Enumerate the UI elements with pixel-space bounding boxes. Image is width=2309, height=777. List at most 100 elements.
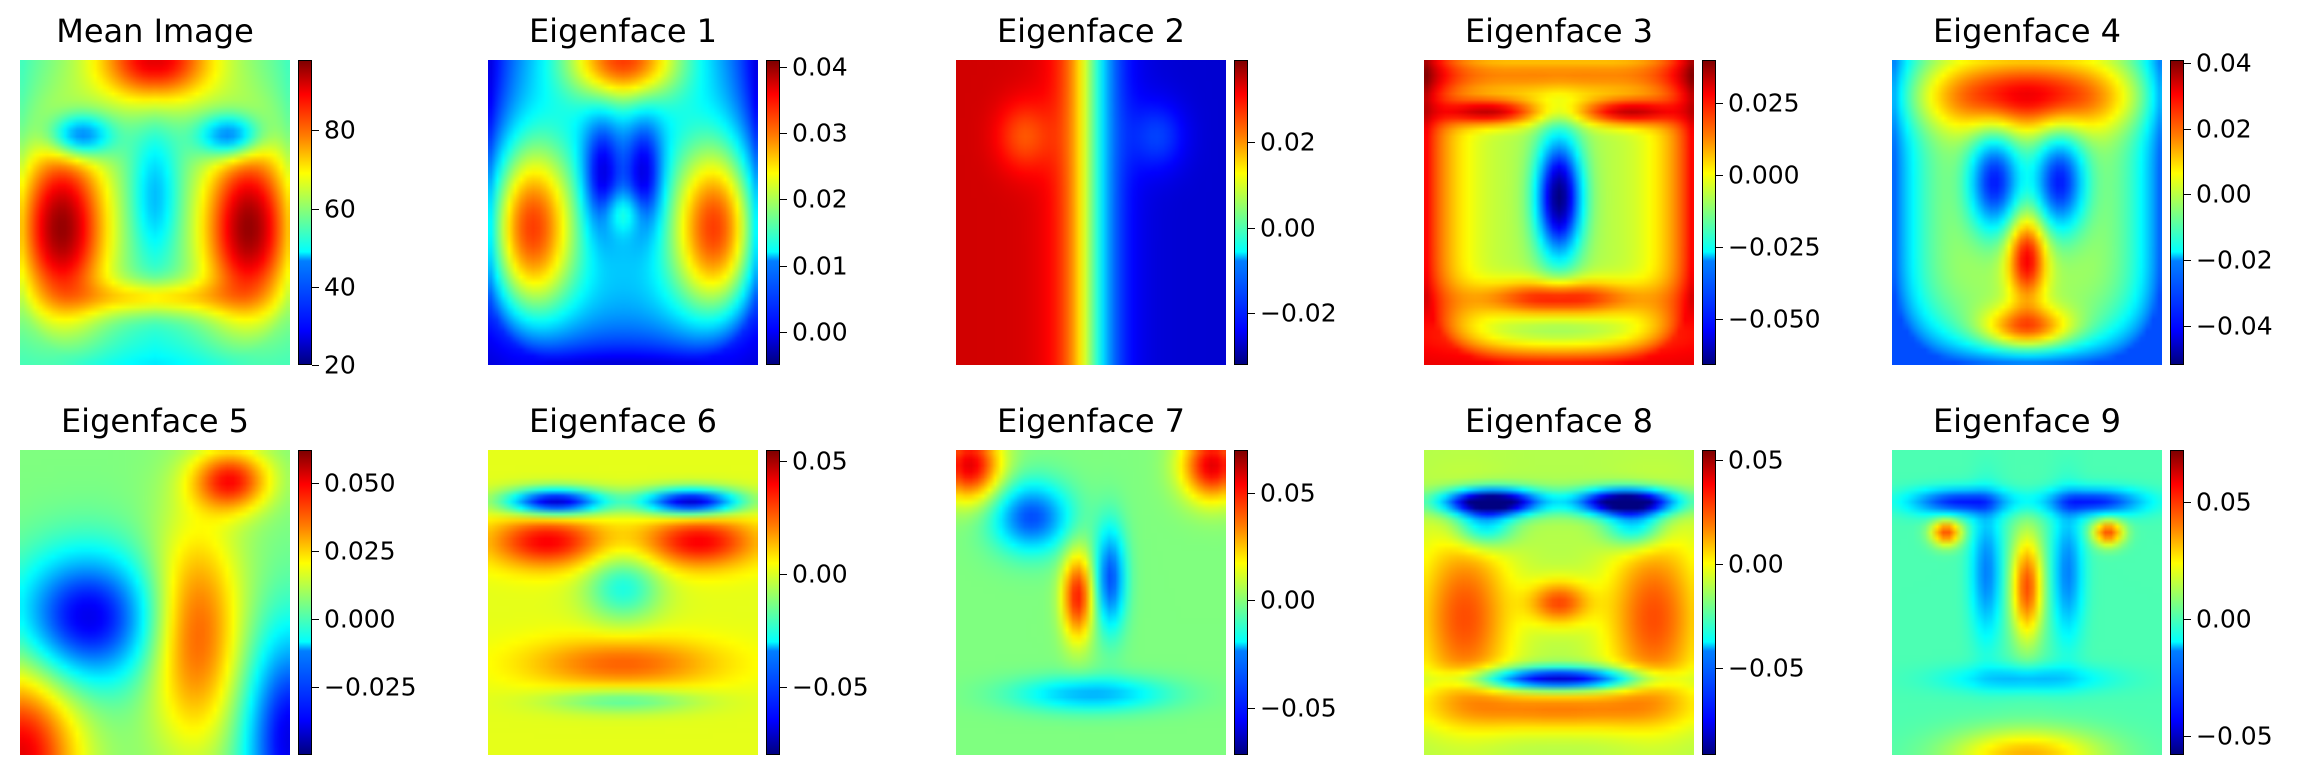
colorbar-tick-label: 0.00 (792, 317, 848, 347)
colorbar-tick-label: 0.00 (2196, 179, 2252, 209)
colorbar-tick (1716, 318, 1723, 320)
colorbar-tick-label: 0.02 (792, 184, 848, 214)
colorbar-tick (312, 130, 319, 132)
colorbar-tick (1716, 460, 1723, 462)
colorbar (2170, 60, 2184, 365)
panel-4: Eigenface 3 −0.050 −0.025 0.000 0.025 (1414, 0, 1834, 365)
colorbar (298, 450, 312, 755)
colorbar-tick-label: −0.050 (1728, 304, 1821, 334)
panel-8: Eigenface 7 −0.05 0.00 0.05 (946, 390, 1366, 755)
colorbar-tick (312, 686, 319, 688)
colorbar-tick (780, 331, 787, 333)
colorbar-tick-label: 0.02 (1260, 127, 1316, 157)
colorbar-tick (1716, 564, 1723, 566)
panel-10: Eigenface 9 −0.05 0.00 0.05 (1882, 390, 2302, 755)
colorbar-tick-label: 0.050 (324, 468, 396, 498)
panel-title: Eigenface 8 (1464, 402, 1654, 440)
colorbar-tick-label: −0.04 (2196, 311, 2273, 341)
colorbar-tick-label: −0.025 (1728, 232, 1821, 262)
colorbar-tick (2184, 736, 2191, 738)
colorbar-tick (2184, 194, 2191, 196)
panel-title: Eigenface 5 (60, 402, 250, 440)
colorbar-tick (2184, 618, 2191, 620)
colorbar-tick-label: 0.02 (2196, 114, 2252, 144)
colorbar-tick-label: −0.05 (1728, 653, 1805, 683)
colorbar-tick (780, 687, 787, 689)
colorbar-tick-label: 0.025 (324, 536, 396, 566)
face-heatmap (1892, 450, 2162, 755)
colorbar-tick (312, 365, 319, 366)
colorbar-tick (780, 66, 787, 68)
panel-2: Eigenface 1 0.00 0.01 0.02 0.03 0.04 (478, 0, 898, 365)
colorbar-tick (1716, 103, 1723, 105)
colorbar-tick (1248, 313, 1255, 315)
face-heatmap (1892, 60, 2162, 365)
colorbar-tick (2184, 128, 2191, 130)
face-heatmap (1424, 60, 1694, 365)
face-heatmap (488, 60, 758, 365)
colorbar-tick-label: 0.05 (2196, 487, 2252, 517)
face-heatmap (20, 450, 290, 755)
panel-title: Mean Image (56, 12, 254, 50)
panel-title: Eigenface 6 (528, 402, 718, 440)
panel-9: Eigenface 8 −0.05 0.00 0.05 (1414, 390, 1834, 755)
colorbar-tick (2184, 63, 2191, 65)
colorbar-tick (1716, 247, 1723, 249)
colorbar-tick-label: 0.000 (1728, 160, 1800, 190)
panel-7: Eigenface 6 −0.05 0.00 0.05 (478, 390, 898, 755)
colorbar-tick-label: 0.00 (1728, 549, 1784, 579)
face-heatmap (956, 450, 1226, 755)
colorbar-tick-label: 0.05 (1260, 478, 1316, 508)
colorbar (1234, 450, 1248, 755)
colorbar-tick-label: −0.02 (1260, 298, 1337, 328)
colorbar-tick (312, 208, 319, 210)
colorbar-tick-label: 0.00 (1260, 213, 1316, 243)
colorbar-tick-label: 0.000 (324, 604, 396, 634)
colorbar-tick-label: 0.04 (2196, 48, 2252, 78)
colorbar (2170, 450, 2184, 755)
panel-title: Eigenface 7 (996, 402, 1186, 440)
colorbar-tick-label: −0.05 (2196, 721, 2273, 751)
panel-title: Eigenface 4 (1932, 12, 2122, 50)
panel-title: Eigenface 1 (528, 12, 718, 50)
colorbar (1702, 450, 1716, 755)
colorbar-tick (2184, 260, 2191, 262)
colorbar-tick-label: 40 (324, 272, 356, 302)
colorbar-tick-label: −0.02 (2196, 245, 2273, 275)
colorbar-tick-label: 60 (324, 194, 356, 224)
colorbar-tick-label: 0.025 (1728, 88, 1800, 118)
panel-title: Eigenface 2 (996, 12, 1186, 50)
colorbar (1234, 60, 1248, 365)
colorbar (298, 60, 312, 365)
colorbar-tick-label: 20 (324, 350, 356, 380)
panel-3: Eigenface 2 −0.02 0.00 0.02 (946, 0, 1366, 365)
panel-6: Eigenface 5 −0.025 0.000 0.025 0.050 (10, 390, 430, 755)
panel-1: Mean Image 20 40 60 80 (10, 0, 430, 378)
colorbar-tick-label: 0.04 (792, 52, 848, 82)
colorbar-tick (1716, 667, 1723, 669)
face-heatmap (1424, 450, 1694, 755)
panel-title: Eigenface 3 (1464, 12, 1654, 50)
face-heatmap (20, 60, 290, 365)
colorbar-tick-label: 0.03 (792, 118, 848, 148)
colorbar-tick (780, 199, 787, 201)
colorbar-tick (312, 482, 319, 484)
colorbar (1702, 60, 1716, 365)
panel-5: Eigenface 4 −0.04 −0.02 0.00 0.02 0.04 (1882, 0, 2302, 365)
colorbar-tick (1248, 600, 1255, 602)
colorbar-tick (780, 265, 787, 267)
colorbar-tick-label: 0.05 (1728, 445, 1784, 475)
colorbar-tick-label: 0.01 (792, 251, 848, 281)
colorbar (766, 450, 780, 755)
colorbar-tick (312, 550, 319, 552)
colorbar-tick-label: −0.05 (792, 672, 869, 702)
colorbar-tick-label: −0.025 (324, 672, 417, 702)
colorbar-tick-label: 0.00 (2196, 604, 2252, 634)
panel-title: Eigenface 9 (1932, 402, 2122, 440)
colorbar-tick-label: −0.05 (1260, 693, 1337, 723)
colorbar-tick (2184, 501, 2191, 503)
colorbar-tick (312, 618, 319, 620)
colorbar-tick-label: 0.05 (792, 446, 848, 476)
colorbar-tick (780, 132, 787, 134)
